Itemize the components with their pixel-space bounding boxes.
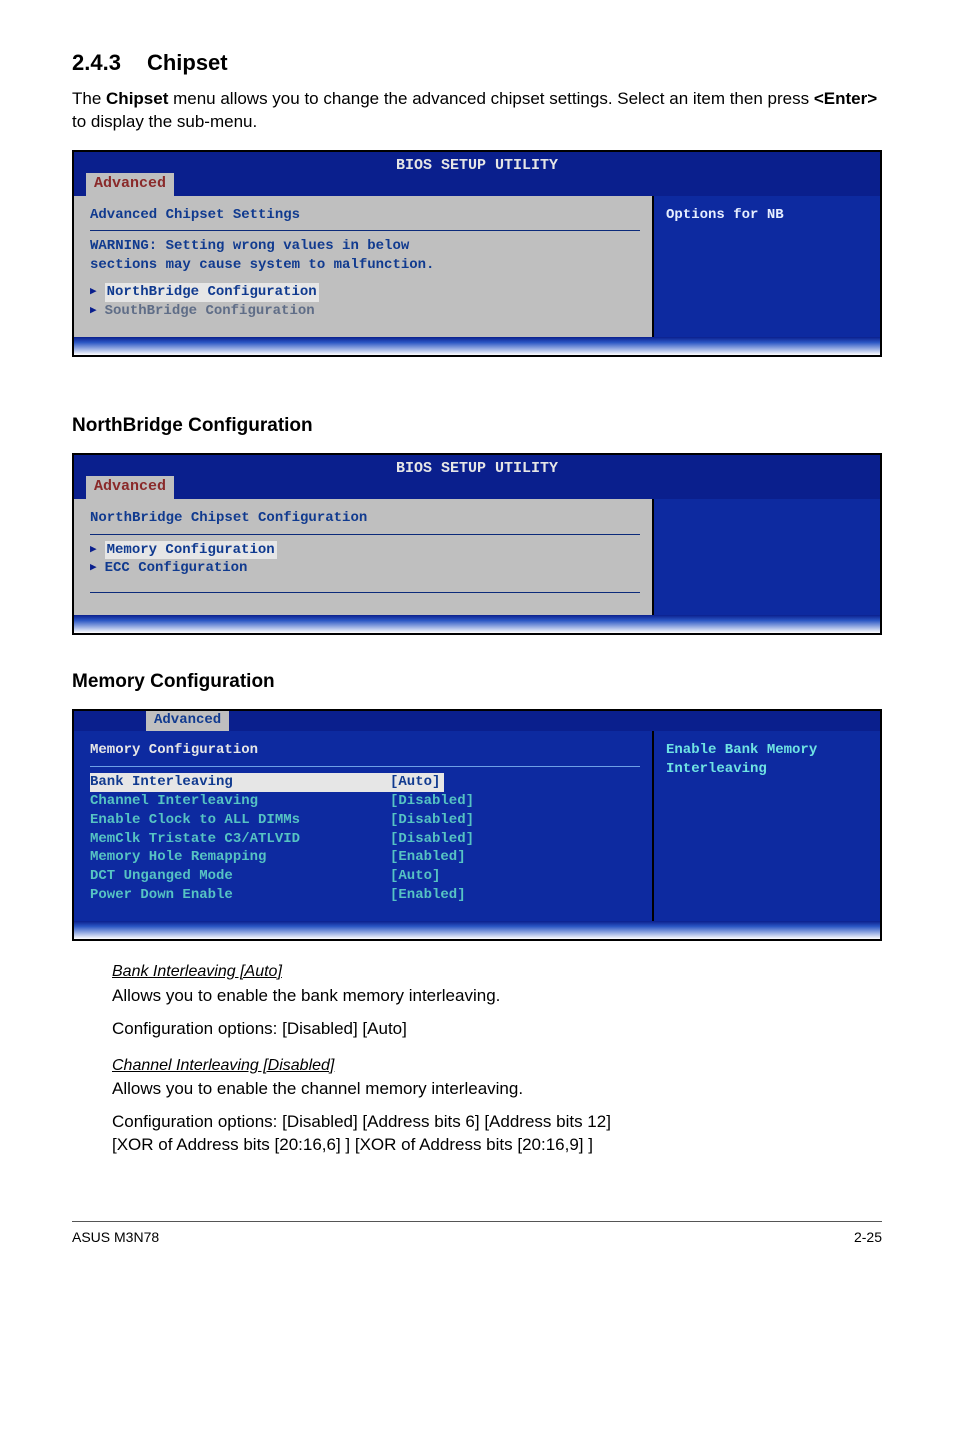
setting-label: Bank Interleaving (90, 773, 390, 792)
intro-paragraph: The Chipset menu allows you to change th… (72, 88, 882, 134)
fade-edge (74, 337, 880, 355)
divider (90, 766, 640, 767)
panel-heading: Memory Configuration (90, 741, 640, 760)
setting-value: [Auto] (390, 773, 444, 792)
bios-screenshot-memory-config: Advanced Memory Configuration Bank Inter… (72, 709, 882, 941)
setting-value: [Disabled] (390, 811, 474, 830)
tab-advanced: Advanced (86, 173, 174, 195)
setting-label: Memory Hole Remapping (90, 848, 390, 867)
warning-line-1: WARNING: Setting wrong values in below (90, 237, 640, 256)
subheading-northbridge: NorthBridge Configuration (72, 413, 882, 439)
divider (90, 592, 640, 593)
bios-title: BIOS SETUP UTILITY (74, 455, 880, 479)
bios-right-panel (654, 499, 880, 616)
bios-right-panel: Enable Bank Memory Interleaving (654, 731, 880, 921)
option-desc-line: Allows you to enable the bank memory int… (112, 985, 882, 1008)
intro-chipset-word: Chipset (106, 89, 168, 108)
menu-item-label: Memory Configuration (105, 541, 277, 560)
memory-setting-row: Channel Interleaving[Disabled] (90, 792, 640, 811)
menu-item-memory-config: ▶ Memory Configuration (90, 541, 640, 560)
triangle-icon: ▶ (90, 285, 97, 300)
menu-item-southbridge: ▶ SouthBridge Configuration (90, 302, 640, 321)
option-desc-line: [XOR of Address bits [20:16,6] ] [XOR of… (112, 1134, 882, 1157)
bios-screenshot-northbridge: BIOS SETUP UTILITY Advanced NorthBridge … (72, 453, 882, 636)
menu-item-label: ECC Configuration (105, 559, 248, 578)
triangle-icon: ▶ (90, 543, 97, 558)
bios-body: Advanced Chipset Settings WARNING: Setti… (74, 196, 880, 337)
menu-item-northbridge: ▶ NorthBridge Configuration (90, 283, 640, 302)
triangle-icon: ▶ (90, 304, 97, 319)
help-line-1: Enable Bank Memory (666, 741, 868, 760)
bios-body: Memory Configuration Bank Interleaving[A… (74, 731, 880, 921)
setting-label: MemClk Tristate C3/ATLVID (90, 830, 390, 849)
option-desc-line: Configuration options: [Disabled] [Auto] (112, 1018, 882, 1041)
setting-value: [Disabled] (390, 830, 474, 849)
fade-edge (74, 615, 880, 633)
bios-right-panel: Options for NB (654, 196, 880, 337)
bios-body: NorthBridge Chipset Configuration ▶ Memo… (74, 499, 880, 616)
intro-text: The (72, 89, 106, 108)
memory-setting-row: MemClk Tristate C3/ATLVID[Disabled] (90, 830, 640, 849)
help-line-2: Interleaving (666, 760, 868, 779)
memory-settings-list: Bank Interleaving[Auto]Channel Interleav… (90, 773, 640, 905)
bios-header: BIOS SETUP UTILITY Advanced (74, 455, 880, 499)
intro-enter-key: <Enter> (814, 89, 877, 108)
bios-screenshot-advanced-chipset: BIOS SETUP UTILITY Advanced Advanced Chi… (72, 150, 882, 357)
setting-label: Power Down Enable (90, 886, 390, 905)
bios-left-panel: Advanced Chipset Settings WARNING: Setti… (74, 196, 654, 337)
footer-page-number: 2-25 (854, 1228, 882, 1247)
bios-title: BIOS SETUP UTILITY (74, 152, 880, 176)
help-text: Options for NB (666, 206, 868, 225)
option-title-channel-interleaving: Channel Interleaving [Disabled] (112, 1055, 882, 1077)
bios-header: Advanced (74, 711, 880, 731)
memory-setting-row: Enable Clock to ALL DIMMs[Disabled] (90, 811, 640, 830)
bios-tab-row: Advanced (86, 476, 174, 498)
panel-heading: NorthBridge Chipset Configuration (90, 509, 640, 528)
setting-label: Enable Clock to ALL DIMMs (90, 811, 390, 830)
panel-heading: Advanced Chipset Settings (90, 206, 640, 225)
section-title: 2.4.3 Chipset (72, 48, 882, 78)
tab-advanced: Advanced (86, 476, 174, 498)
bios-header: BIOS SETUP UTILITY Advanced (74, 152, 880, 196)
intro-text-3: to display the sub-menu. (72, 112, 257, 131)
fade-edge (74, 921, 880, 939)
option-desc-line: Configuration options: [Disabled] [Addre… (112, 1111, 882, 1134)
bios-left-panel: NorthBridge Chipset Configuration ▶ Memo… (74, 499, 654, 616)
subheading-memory-config: Memory Configuration (72, 669, 882, 695)
memory-setting-row: Bank Interleaving[Auto] (90, 773, 640, 792)
setting-value: [Enabled] (390, 848, 466, 867)
memory-setting-row: DCT Unganged Mode[Auto] (90, 867, 640, 886)
warning-line-2: sections may cause system to malfunction… (90, 256, 640, 275)
triangle-icon: ▶ (90, 561, 97, 576)
page-footer: ASUS M3N78 2-25 (72, 1221, 882, 1247)
section-number: 2.4.3 (72, 50, 121, 75)
intro-text-2: menu allows you to change the advanced c… (168, 89, 813, 108)
memory-setting-row: Power Down Enable[Enabled] (90, 886, 640, 905)
divider (90, 534, 640, 535)
setting-label: DCT Unganged Mode (90, 867, 390, 886)
setting-value: [Disabled] (390, 792, 474, 811)
divider (90, 230, 640, 231)
memory-setting-row: Memory Hole Remapping[Enabled] (90, 848, 640, 867)
setting-value: [Enabled] (390, 886, 466, 905)
setting-label: Channel Interleaving (90, 792, 390, 811)
setting-value: [Auto] (390, 867, 440, 886)
menu-item-label: NorthBridge Configuration (105, 283, 319, 302)
bios-left-panel: Memory Configuration Bank Interleaving[A… (74, 731, 654, 921)
section-name: Chipset (147, 50, 228, 75)
option-title-bank-interleaving: Bank Interleaving [Auto] (112, 961, 882, 983)
bios-tab-row: Advanced (86, 173, 174, 195)
tab-advanced: Advanced (146, 710, 229, 731)
option-desc-line: Allows you to enable the channel memory … (112, 1078, 882, 1101)
menu-item-ecc-config: ▶ ECC Configuration (90, 559, 640, 578)
footer-product: ASUS M3N78 (72, 1228, 159, 1247)
menu-item-label: SouthBridge Configuration (105, 302, 315, 321)
